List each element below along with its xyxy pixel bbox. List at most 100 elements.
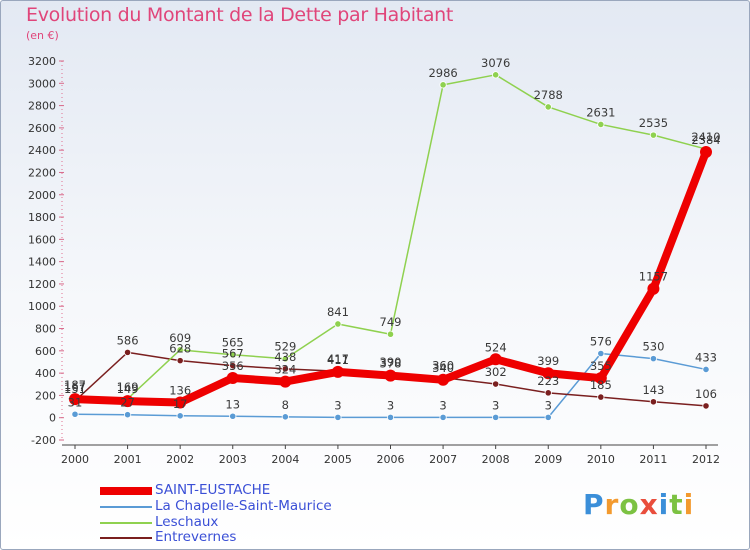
data-label: 3: [334, 398, 341, 412]
data-point: [439, 413, 447, 421]
data-label: 586: [117, 333, 139, 347]
data-point: [647, 282, 660, 295]
data-point: [544, 103, 552, 111]
x-tick-label: 2002: [166, 453, 194, 466]
data-point: [386, 413, 395, 421]
legend-swatch-la-chapelle-saint-maurice: [100, 506, 152, 508]
chart-title: Evolution du Montant de la Dette par Hab…: [26, 4, 454, 26]
legend-label-leschaux: Leschaux: [155, 514, 219, 530]
x-tick-label: 2009: [534, 453, 562, 466]
logo-letter: i: [683, 488, 695, 521]
x-tick-label: 2007: [429, 453, 457, 466]
data-label: 31: [68, 395, 83, 409]
data-label: 223: [537, 374, 559, 388]
data-label: 360: [432, 359, 454, 373]
y-tick-label: 2200: [28, 166, 56, 179]
data-point: [702, 365, 710, 374]
data-point: [702, 402, 710, 410]
data-label: 149: [117, 382, 139, 396]
data-label: 356: [222, 359, 244, 373]
data-label: 529: [274, 340, 296, 354]
legend-label-la-chapelle-saint-maurice: La Chapelle-Saint-Maurice: [155, 498, 332, 514]
data-label: 185: [590, 378, 612, 392]
data-point: [281, 365, 289, 373]
data-point: [69, 393, 81, 406]
legend-item-leschaux: Leschaux: [100, 515, 420, 531]
data-point: [281, 355, 289, 363]
data-label: 399: [537, 354, 559, 368]
y-tick-label: 2600: [28, 122, 56, 135]
data-label: 340: [432, 361, 454, 375]
data-point: [649, 355, 658, 363]
logo-letter: i: [658, 488, 670, 521]
data-label: 390: [380, 355, 402, 369]
legend-label-entrevernes: Entrevernes: [155, 529, 237, 545]
data-label: 2986: [428, 66, 457, 80]
data-label: 411: [327, 353, 349, 367]
data-point: [331, 365, 344, 378]
data-point: [384, 369, 397, 382]
data-label: 530: [642, 340, 664, 354]
y-tick-label: 1200: [28, 278, 56, 291]
data-label: 841: [327, 305, 349, 319]
x-tick-label: 2012: [692, 453, 720, 466]
data-label: 2410: [691, 130, 720, 144]
data-label: 3: [492, 398, 499, 412]
data-point: [700, 145, 712, 158]
data-point: [492, 413, 500, 421]
data-point: [174, 396, 187, 409]
data-label: 3076: [481, 56, 510, 70]
data-point: [229, 362, 237, 370]
y-tick-label: 800: [35, 323, 56, 336]
data-point: [649, 131, 658, 139]
data-point: [489, 353, 502, 366]
data-label: 628: [169, 342, 191, 356]
legend-item-saint-eustache: SAINT-EUSTACHE: [100, 483, 420, 499]
x-tick-label: 2008: [482, 453, 510, 466]
data-label: 2384: [691, 133, 720, 147]
y-tick-label: -200: [31, 434, 56, 447]
data-label: 8: [282, 398, 289, 412]
data-label: 2788: [534, 88, 563, 102]
data-point: [176, 357, 184, 365]
data-label: 417: [327, 352, 349, 366]
proxiti-logo: Proxiti: [583, 488, 694, 521]
data-label: 749: [380, 315, 402, 329]
data-point: [121, 395, 134, 408]
data-label: 3: [545, 398, 552, 412]
data-point: [544, 389, 552, 397]
data-point: [597, 349, 605, 358]
y-tick-label: 1400: [28, 256, 56, 269]
data-point: [439, 81, 447, 89]
data-label: 27: [120, 396, 135, 410]
data-label: 438: [274, 350, 296, 364]
data-label: 13: [225, 397, 240, 411]
data-label: 3: [387, 398, 394, 412]
data-label: 169: [117, 380, 139, 394]
y-tick-label: 200: [35, 389, 56, 402]
y-tick-label: 2000: [28, 189, 56, 202]
data-label: 17: [173, 397, 188, 411]
data-labels: 167 149 136 356 324 411 378 340 524 399 355 1157 238…: [64, 56, 721, 413]
data-label: 565: [222, 336, 244, 350]
data-point: [597, 120, 605, 129]
legend-swatch-leschaux: [100, 522, 152, 524]
y-tick-label: 2800: [28, 100, 56, 113]
data-point: [229, 412, 237, 420]
data-point: [176, 346, 184, 354]
y-tick-label: 0: [49, 412, 56, 425]
legend-swatch-saint-eustache: [100, 487, 152, 495]
data-point: [492, 71, 500, 79]
data-label: 3: [439, 398, 446, 412]
data-label: 136: [169, 384, 191, 398]
x-tick-label: 2004: [271, 453, 299, 466]
y-tick-label: 1800: [28, 211, 56, 224]
logo-letter: t: [669, 488, 684, 521]
data-label: 106: [695, 387, 717, 401]
data-point: [123, 411, 132, 419]
data-label: 433: [695, 350, 717, 364]
data-point: [492, 380, 500, 388]
legend-swatch-entrevernes: [100, 537, 152, 539]
